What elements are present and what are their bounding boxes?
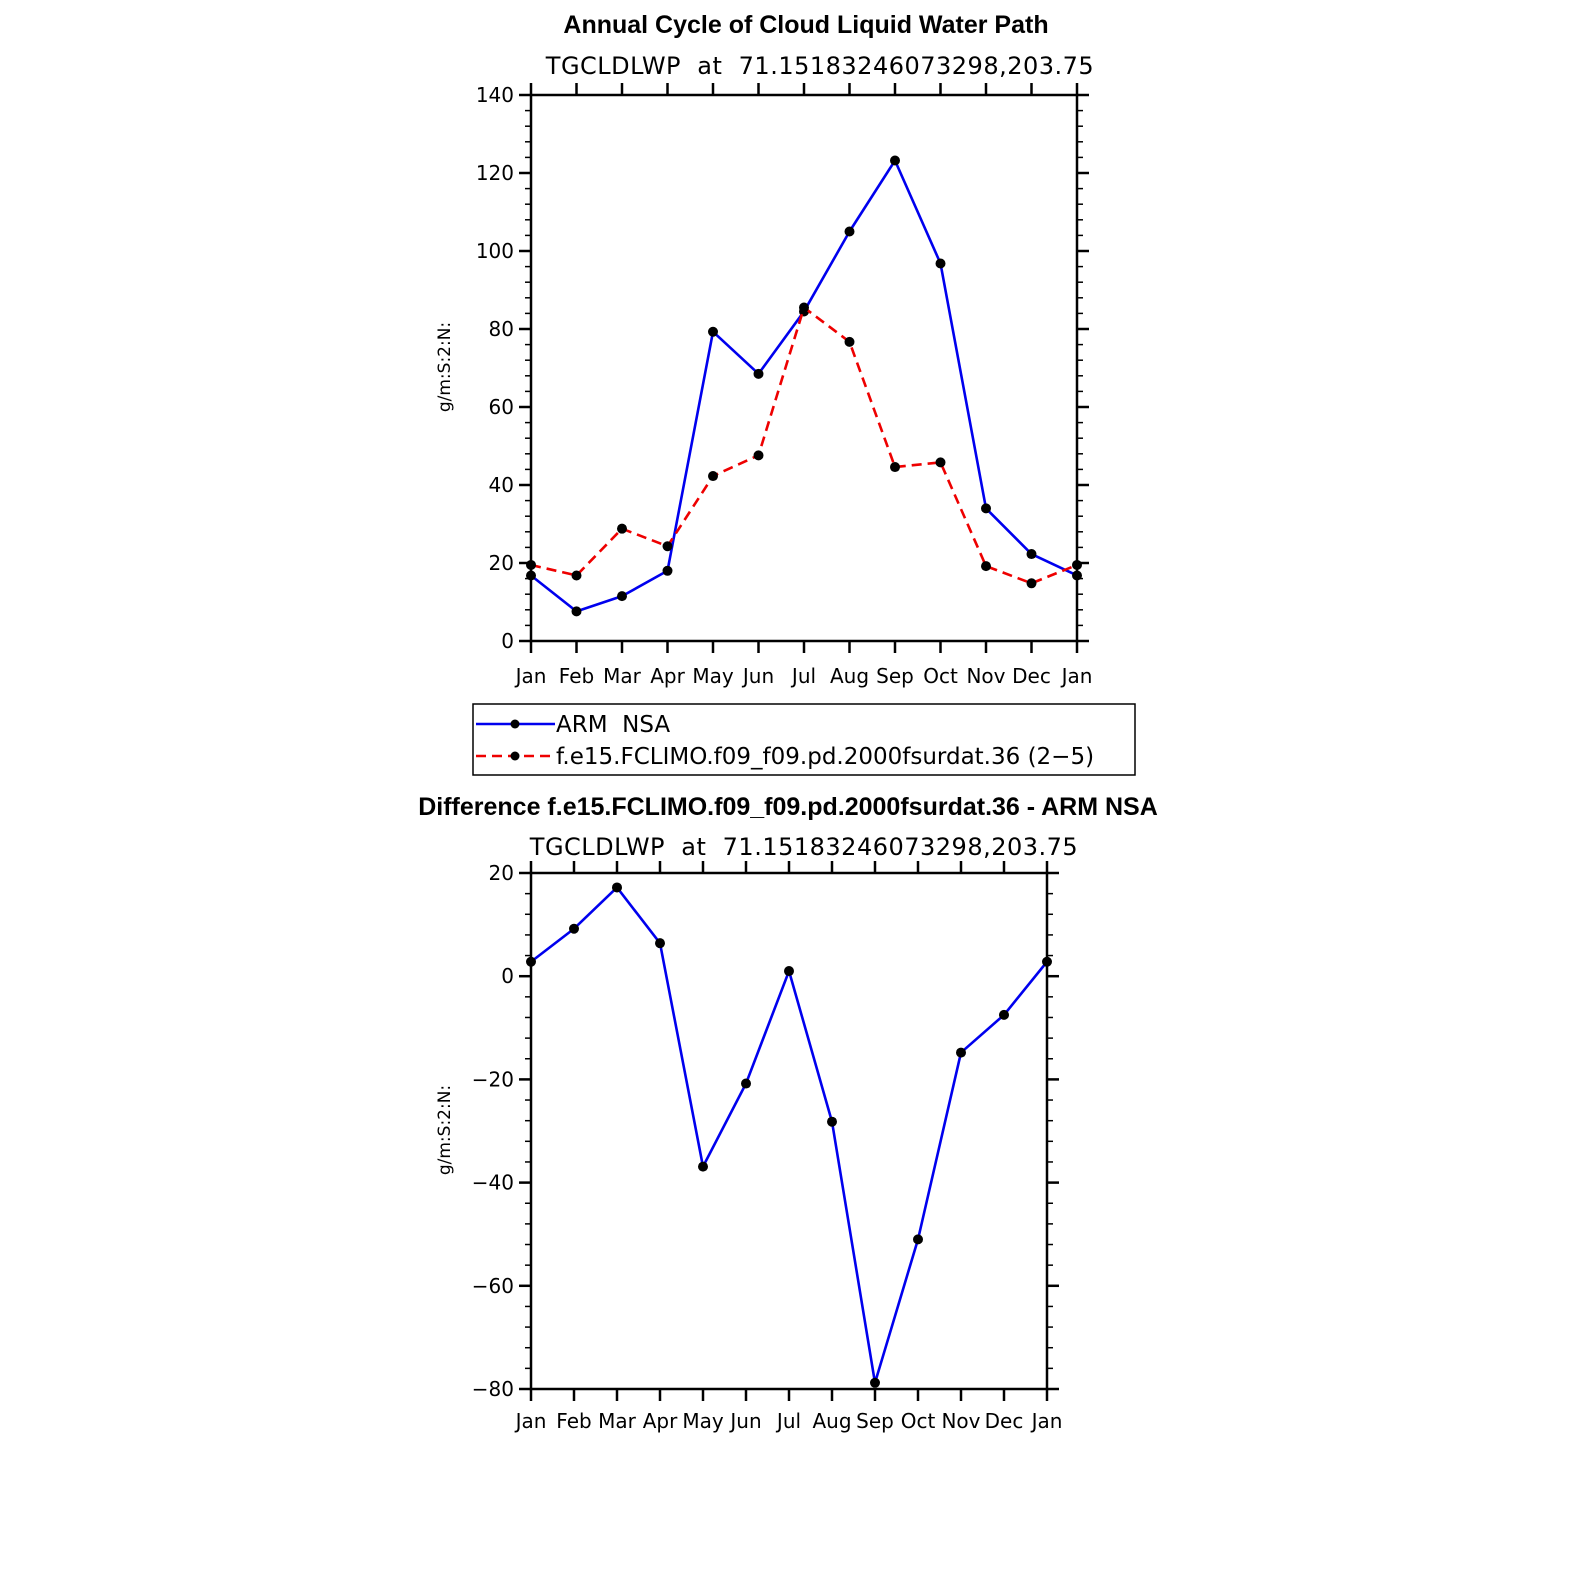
- y-axis-label: g/m:S:2:N:: [435, 322, 455, 412]
- y-tick-label: 0: [501, 629, 514, 653]
- x-tick-label: Jan: [1060, 664, 1093, 688]
- x-tick-label: Aug: [812, 1409, 851, 1433]
- series-0-point: [612, 882, 622, 893]
- y-tick-label: 120: [476, 161, 514, 185]
- difference-chart: Difference f.e15.FCLIMO.f09_f09.pd.2000f…: [418, 793, 1158, 1433]
- series-0-point: [662, 565, 673, 576]
- x-tick-label: Jan: [1030, 1409, 1063, 1433]
- x-tick-label: Apr: [643, 1409, 678, 1433]
- x-tick-label: Oct: [923, 664, 958, 688]
- x-tick-label: May: [692, 664, 734, 688]
- series-0-point: [571, 606, 582, 617]
- y-tick-label: 20: [489, 551, 514, 575]
- series-0-point: [784, 966, 794, 977]
- series-1-point: [662, 541, 673, 552]
- x-tick-label: Dec: [985, 1409, 1024, 1433]
- series-1-point: [708, 471, 718, 482]
- series-0-point: [981, 503, 991, 514]
- series-1-point: [571, 570, 582, 581]
- series-0-point: [708, 326, 718, 337]
- x-tick-label: Sep: [856, 1409, 894, 1433]
- series-line-0: [530, 159, 1078, 613]
- series-0-point: [999, 1009, 1009, 1020]
- series-0-point: [753, 368, 764, 379]
- y-tick-label: 80: [489, 317, 514, 341]
- series-1-point: [981, 561, 991, 572]
- y-tick-label: 100: [476, 239, 514, 263]
- x-tick-label: Jun: [741, 664, 774, 688]
- x-tick-label: Sep: [876, 664, 914, 688]
- x-tick-label: Nov: [966, 664, 1005, 688]
- x-tick-label: Feb: [556, 1409, 591, 1433]
- y-tick-label: −60: [472, 1274, 514, 1298]
- y-tick-label: −80: [472, 1377, 514, 1401]
- y-axis-label: g/m:S:2:N:: [435, 1085, 455, 1175]
- series-line-1: [530, 306, 1078, 585]
- series-0-point: [890, 155, 900, 166]
- series-0-point: [617, 591, 627, 602]
- x-tick-label: Oct: [901, 1409, 936, 1433]
- chart-subtitle: TGCLDLWP at 71.15183246073298,203.75: [529, 833, 1078, 861]
- legend-box: [472, 703, 1136, 776]
- y-tick-label: −40: [472, 1171, 514, 1195]
- series-0-point: [698, 1161, 708, 1172]
- y-tick-label: 60: [489, 395, 514, 419]
- series-0-point: [1026, 549, 1037, 560]
- x-tick-label: Jan: [514, 1409, 547, 1433]
- series-1-point: [753, 450, 764, 461]
- chart-title: Annual Cycle of Cloud Liquid Water Path: [563, 11, 1048, 39]
- series-0-point: [844, 226, 855, 237]
- plot-frame: [529, 871, 1049, 1391]
- x-tick-label: Jan: [514, 664, 547, 688]
- series-0-point: [935, 258, 946, 269]
- legend-marker-model: [510, 751, 520, 761]
- x-tick-label: Dec: [1012, 664, 1051, 688]
- legend-label-model: f.e15.FCLIMO.f09_f09.pd.2000fsurdat.36 (…: [556, 744, 1094, 770]
- plot-frame: [529, 93, 1079, 643]
- y-tick-label: 40: [489, 473, 514, 497]
- series-1-point: [935, 457, 946, 468]
- y-tick-label: 140: [476, 83, 514, 107]
- x-tick-label: Mar: [598, 1409, 637, 1433]
- series-1-point: [1026, 578, 1037, 589]
- legend: ARM NSA f.e15.FCLIMO.f09_f09.pd.2000fsur…: [472, 703, 1136, 776]
- x-tick-label: May: [682, 1409, 724, 1433]
- x-tick-label: Jul: [790, 664, 816, 688]
- x-tick-label: Aug: [830, 664, 869, 688]
- series-0-point: [827, 1116, 837, 1127]
- series-0-point: [569, 923, 579, 934]
- y-tick-label: 20: [489, 861, 514, 885]
- y-tick-label: 0: [501, 964, 514, 988]
- x-tick-label: Mar: [603, 664, 642, 688]
- legend-label-arm-nsa: ARM NSA: [556, 712, 670, 738]
- series-0-point: [655, 938, 665, 949]
- chart-title: Difference f.e15.FCLIMO.f09_f09.pd.2000f…: [418, 793, 1158, 821]
- x-tick-label: Jul: [775, 1409, 801, 1433]
- x-tick-label: Feb: [559, 664, 594, 688]
- legend-marker-arm-nsa: [510, 719, 520, 729]
- series-0-point: [870, 1377, 880, 1388]
- y-tick-label: −20: [472, 1067, 514, 1091]
- x-tick-label: Apr: [650, 664, 685, 688]
- series-1-point: [890, 462, 900, 473]
- chart-subtitle: TGCLDLWP at 71.15183246073298,203.75: [545, 52, 1094, 80]
- series-line-0: [530, 886, 1049, 1385]
- series-0-point: [741, 1078, 751, 1089]
- series-1-point: [799, 302, 809, 313]
- series-0-point: [956, 1047, 966, 1058]
- series-0-point: [913, 1234, 923, 1245]
- series-1-point: [617, 523, 627, 534]
- x-tick-label: Jun: [728, 1409, 761, 1433]
- series-1-point: [844, 336, 855, 347]
- annual-cycle-chart: Annual Cycle of Cloud Liquid Water Path …: [435, 11, 1136, 776]
- x-tick-label: Nov: [941, 1409, 980, 1433]
